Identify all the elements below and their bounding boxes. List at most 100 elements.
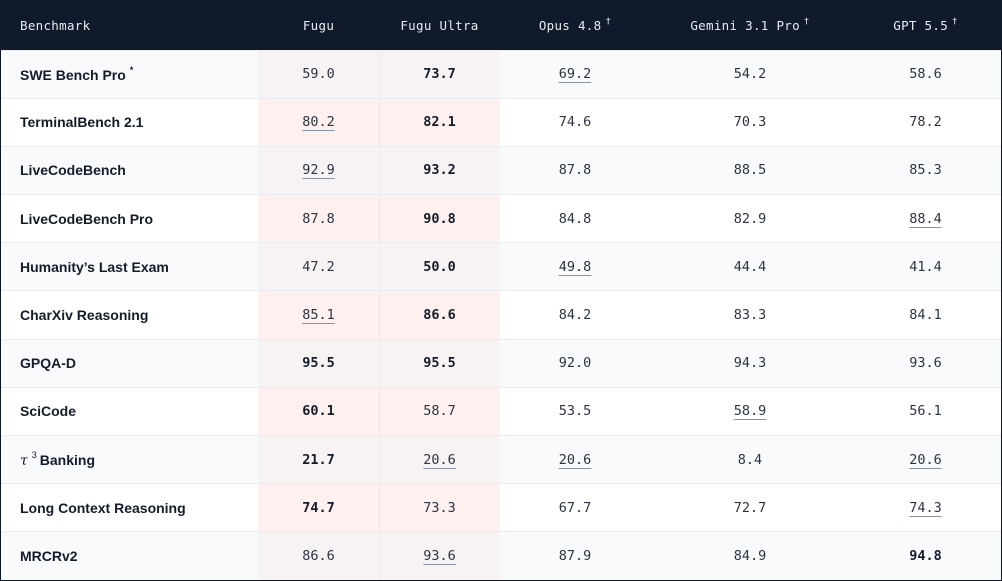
- table-row: GPQA-D 95.5 95.5 92.0 94.3 93.6: [1, 338, 1001, 388]
- score-cell: 95.5: [258, 338, 379, 388]
- table-row: SWE Bench Pro * 59.0 73.7 69.2 54.2 58.6: [1, 49, 1001, 99]
- score-cell: 74.3: [850, 483, 1001, 532]
- score-cell: 60.1: [258, 386, 379, 436]
- score-value-opus-4-8: 87.8: [558, 162, 592, 179]
- benchmark-name: LiveCodeBench Pro: [20, 210, 154, 227]
- score-cell: 87.8: [500, 145, 650, 195]
- score-value-fugu-ultra: 90.8: [423, 210, 456, 227]
- score-cell: 74.6: [500, 97, 650, 147]
- score-value-opus-4-8: 74.6: [558, 114, 592, 131]
- score-value-fugu: 85.1: [302, 307, 335, 324]
- score-cell: 70.3: [650, 97, 850, 147]
- column-header-label: Benchmark: [20, 17, 91, 33]
- table-row: MRCRv2 86.6 93.6 87.9 84.9 94.8: [1, 531, 1001, 580]
- score-value-fugu-ultra: 73.3: [423, 499, 456, 516]
- score-cell: 58.7: [379, 386, 500, 436]
- column-header-label: Gemini 3.1 Pro: [690, 18, 800, 34]
- score-cell: 94.8: [850, 531, 1001, 580]
- score-value-fugu: 87.8: [302, 210, 335, 227]
- benchmark-name: MRCRv2: [20, 548, 78, 565]
- score-cell: 20.6: [500, 434, 650, 484]
- dagger-mark: †: [803, 17, 810, 28]
- score-cell: 20.6: [850, 434, 1001, 484]
- score-cell: 8.4: [650, 434, 850, 484]
- score-cell: 58.9: [650, 386, 850, 436]
- score-value-gpt-5-5: 41.4: [909, 258, 942, 275]
- score-cell: 72.7: [650, 483, 850, 532]
- score-value-gpt-5-5: 93.6: [909, 355, 942, 372]
- header-row: Benchmark Fugu Fugu Ultra Opus 4.8 † Gemini 3…: [1, 1, 1001, 50]
- tau-superscript: 3: [31, 450, 37, 461]
- score-value-fugu-ultra: 86.6: [423, 307, 456, 324]
- score-value-fugu-ultra: 73.7: [423, 66, 456, 83]
- score-value-gemini-3-1-pro: 82.9: [733, 210, 767, 227]
- table-row: LiveCodeBench 92.9 93.2 87.8 88.5 85.3: [1, 145, 1001, 195]
- score-value-gpt-5-5: 78.2: [909, 114, 942, 131]
- column-header-benchmark: Benchmark: [1, 1, 258, 50]
- score-value-gemini-3-1-pro: 72.7: [733, 499, 767, 516]
- benchmark-name: CharXiv Reasoning: [20, 307, 149, 324]
- score-cell: 92.0: [500, 338, 650, 388]
- score-cell: 87.8: [258, 194, 379, 243]
- score-cell: 93.6: [850, 338, 1001, 388]
- score-cell: 47.2: [258, 242, 379, 291]
- benchmark-name: Long Context Reasoning: [20, 499, 186, 516]
- score-cell: 82.1: [379, 97, 500, 147]
- benchmark-name: SWE Bench Pro: [20, 67, 126, 84]
- score-cell: 88.4: [850, 194, 1001, 243]
- score-cell: 84.9: [650, 531, 850, 580]
- column-header-fugu: Fugu: [258, 1, 379, 50]
- score-cell: 85.3: [850, 145, 1001, 195]
- column-header-gemini-3-1-pro: Gemini 3.1 Pro †: [650, 1, 850, 50]
- score-cell: 85.1: [258, 290, 379, 340]
- score-cell: 21.7: [258, 434, 379, 484]
- table-row: Long Context Reasoning 74.7 73.3 67.7 72.7 74…: [1, 483, 1001, 532]
- score-cell: 73.3: [379, 483, 500, 532]
- benchmark-name: Humanity’s Last Exam: [20, 258, 169, 275]
- tau-symbol: τ: [20, 453, 28, 470]
- table-row: CharXiv Reasoning 85.1 86.6 84.2 83.3 84.1: [1, 290, 1001, 340]
- benchmark-name: SciCode: [20, 403, 77, 420]
- score-cell: 54.2: [650, 49, 850, 99]
- score-value-gpt-5-5: 20.6: [909, 451, 942, 468]
- score-cell: 95.5: [379, 338, 500, 388]
- score-value-fugu: 59.0: [302, 66, 335, 83]
- benchmark-name: Banking: [39, 452, 95, 469]
- benchmark-name-cell: SciCode: [1, 386, 258, 436]
- score-value-fugu: 92.9: [302, 162, 335, 179]
- score-cell: 84.8: [500, 194, 650, 243]
- table-row: TerminalBench 2.1 80.2 82.1 74.6 70.3 78.2: [1, 97, 1001, 147]
- score-cell: 82.9: [650, 194, 850, 243]
- benchmark-name-cell: CharXiv Reasoning: [1, 290, 258, 340]
- score-value-fugu-ultra: 93.6: [423, 548, 456, 565]
- benchmark-name-cell: τ 3 Banking: [1, 434, 258, 484]
- score-cell: 84.2: [500, 290, 650, 340]
- score-cell: 20.6: [379, 434, 500, 484]
- dagger-mark: †: [952, 17, 958, 28]
- score-cell: 94.3: [650, 338, 850, 388]
- column-header-label: Fugu Ultra: [400, 17, 479, 33]
- score-value-fugu: 21.7: [302, 451, 335, 468]
- benchmark-name: GPQA-D: [20, 355, 76, 372]
- score-value-gpt-5-5: 74.3: [909, 499, 942, 516]
- score-value-gemini-3-1-pro: 70.3: [733, 114, 767, 131]
- column-header-fugu-ultra: Fugu Ultra: [379, 1, 500, 50]
- score-cell: 90.8: [379, 194, 500, 243]
- benchmark-name: TerminalBench 2.1: [20, 114, 144, 131]
- score-cell: 41.4: [850, 242, 1001, 291]
- score-value-fugu: 86.6: [302, 548, 335, 565]
- asterisk-mark: *: [129, 65, 134, 76]
- score-cell: 56.1: [850, 386, 1001, 436]
- score-value-opus-4-8: 84.8: [558, 210, 592, 227]
- table-row: SciCode 60.1 58.7 53.5 58.9 56.1: [1, 386, 1001, 436]
- score-value-gpt-5-5: 94.8: [909, 548, 942, 565]
- score-value-fugu: 60.1: [302, 403, 335, 420]
- score-value-fugu-ultra: 95.5: [423, 355, 456, 372]
- benchmark-name-cell: Humanity’s Last Exam: [1, 242, 258, 291]
- dagger-mark: †: [605, 17, 612, 28]
- table-row: LiveCodeBench Pro 87.8 90.8 84.8 82.9 88.4: [1, 194, 1001, 243]
- score-cell: 73.7: [379, 49, 500, 99]
- score-value-fugu: 95.5: [302, 355, 335, 372]
- score-value-fugu: 74.7: [302, 499, 335, 516]
